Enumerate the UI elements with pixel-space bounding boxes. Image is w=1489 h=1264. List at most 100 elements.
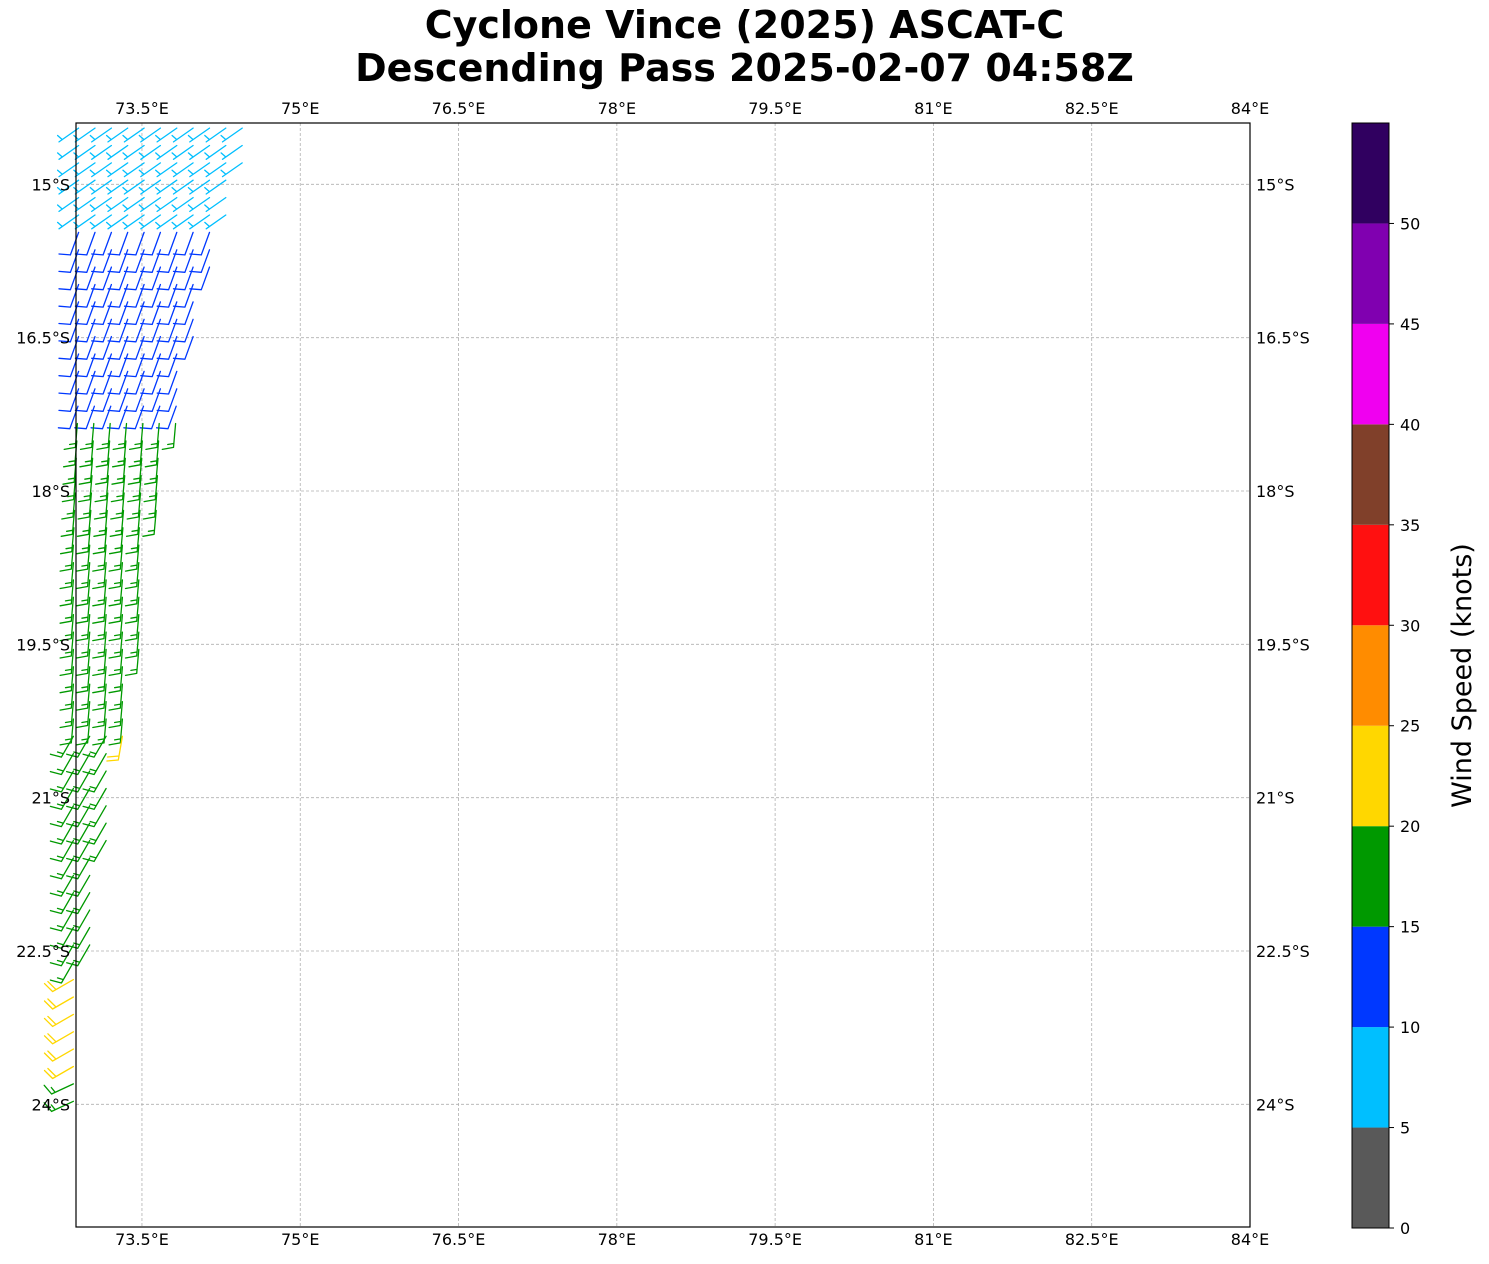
wind-barb — [124, 631, 140, 659]
wind-barb — [187, 162, 211, 178]
wind-barb — [95, 440, 111, 468]
wind-barb — [155, 162, 178, 178]
wind-barb — [140, 388, 162, 412]
wind-barb — [89, 214, 113, 230]
wind-barb — [49, 892, 75, 915]
wind-barb — [171, 127, 194, 143]
wind-barb — [171, 196, 194, 213]
wind-barb — [59, 579, 75, 607]
wind-barb — [108, 700, 124, 729]
colorbar-tick-label: 50 — [1400, 214, 1420, 233]
x-tick-label-top: 82.5°E — [1065, 99, 1119, 118]
wind-barb — [106, 735, 124, 762]
wind-barb — [138, 144, 162, 160]
wind-barb — [110, 492, 125, 520]
wind-barb — [49, 805, 75, 828]
wind-barb — [204, 196, 227, 213]
x-tick-label-bottom: 84°E — [1231, 1230, 1269, 1249]
wind-barb — [89, 196, 113, 213]
wind-barb — [59, 596, 75, 624]
wind-barb — [108, 718, 124, 746]
x-tick-label-top: 73.5°E — [115, 99, 169, 118]
x-tick-label-bottom: 79.5°E — [748, 1230, 802, 1249]
wind-barb — [89, 162, 113, 178]
chart-title-line-2: Descending Pass 2025-02-07 04:58Z — [355, 46, 1134, 90]
wind-barb — [49, 787, 75, 810]
wind-barb — [204, 179, 227, 195]
wind-barb — [108, 683, 124, 711]
wind-barb — [144, 440, 160, 468]
wind-barb — [59, 527, 75, 555]
wind-barb — [220, 144, 243, 160]
wind-barb — [105, 144, 129, 160]
colorbar-segment — [1352, 826, 1389, 927]
wind-barb — [89, 127, 113, 143]
wind-barb — [145, 422, 160, 451]
map-frame — [75, 122, 1251, 1228]
x-axis: 73.5°E 73.5°E 75°E 75°E 76.5°E 76.5°E 78°E 78°E… — [115, 99, 1269, 1249]
wind-barb — [156, 388, 178, 412]
wind-barb — [108, 527, 124, 555]
wind-barb — [126, 492, 142, 520]
wind-barb — [78, 457, 94, 485]
wind-barb — [123, 388, 145, 412]
wind-barb — [112, 422, 128, 451]
wind-barb — [125, 509, 141, 537]
x-tick-label-bottom: 82.5°E — [1065, 1230, 1119, 1249]
x-tick-label-bottom: 78°E — [598, 1230, 636, 1249]
wind-barb — [124, 544, 140, 572]
colorbar-tick-label: 5 — [1400, 1119, 1410, 1138]
wind-barb — [49, 944, 75, 967]
wind-barb — [58, 301, 80, 326]
wind-barb — [220, 127, 243, 143]
wind-barb — [49, 735, 75, 758]
wind-barb — [171, 214, 194, 230]
wind-barb — [75, 631, 91, 659]
colorbar-tick-label: 40 — [1400, 415, 1420, 434]
wind-barb — [58, 353, 80, 378]
wind-barb — [59, 614, 75, 642]
wind-barbs — [43, 127, 243, 1113]
wind-barb — [92, 561, 107, 590]
y-tick-label-right: 24°S — [1256, 1095, 1295, 1114]
wind-barb — [49, 753, 75, 776]
y-tick-label-left: 16.5°S — [16, 329, 70, 348]
wind-barb — [75, 666, 91, 694]
wind-barb — [49, 909, 75, 932]
wind-barb — [105, 214, 129, 230]
wind-barb — [107, 388, 129, 412]
wind-barb — [74, 388, 96, 412]
wind-barb — [73, 214, 96, 230]
wind-barb — [43, 1031, 75, 1045]
wind-barb — [59, 561, 75, 590]
colorbar-segment — [1352, 725, 1389, 827]
wind-barb — [171, 144, 194, 160]
wind-barb — [79, 440, 94, 468]
wind-barb — [73, 144, 96, 160]
wind-barb — [138, 127, 162, 143]
wind-barb — [161, 422, 177, 451]
wind-barb — [58, 231, 80, 256]
wind-barb — [111, 440, 127, 468]
wind-barb — [73, 162, 96, 178]
wind-barb — [59, 700, 75, 729]
colorbar-segment — [1352, 1027, 1389, 1128]
wind-barb — [58, 266, 80, 291]
wind-barb — [187, 214, 211, 230]
wind-barb — [105, 196, 129, 213]
wind-barb — [92, 631, 107, 659]
wind-barb — [43, 996, 75, 1010]
chart-title: Cyclone Vince (2025) ASCAT-C Descending … — [0, 4, 1489, 90]
colorbar-tick-label: 20 — [1400, 817, 1420, 836]
wind-barb — [75, 700, 91, 729]
wind-barb — [56, 196, 80, 213]
wind-barb — [75, 683, 91, 711]
wind-barb — [92, 544, 107, 572]
wind-barb — [75, 614, 91, 642]
wind-barb — [56, 179, 80, 195]
wind-barb — [79, 422, 95, 451]
wind-barb — [187, 144, 211, 160]
wind-barb — [43, 1065, 75, 1080]
wind-barb — [73, 127, 96, 143]
wind-barb — [91, 388, 113, 412]
